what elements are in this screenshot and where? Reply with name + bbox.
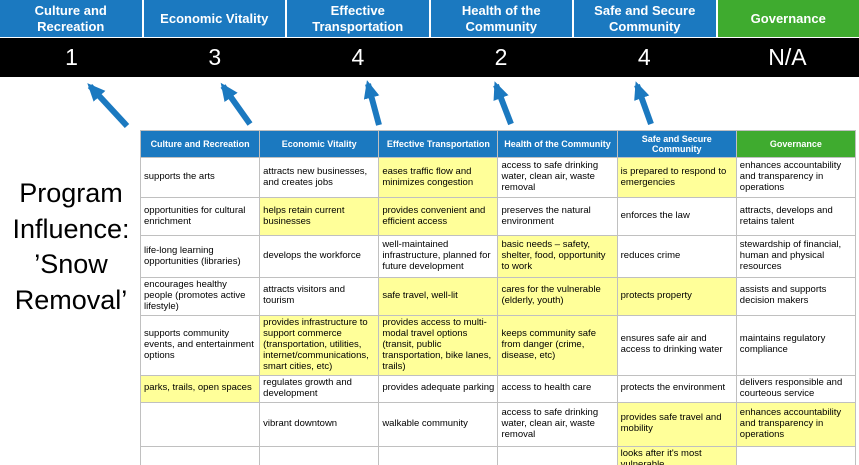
influence-matrix-wrap: Culture and Recreation Economic Vitality… [139, 130, 857, 465]
score-value-transportation: 4 [351, 44, 365, 70]
table-cell: provides access to multi-modal travel op… [378, 314, 499, 376]
table-cell: enhances accountability and transparency… [735, 401, 857, 447]
column-header-culture: Culture and Recreation [139, 130, 261, 158]
table-cell: walkable community [378, 401, 499, 447]
table-row: parks, trails, open spaces regulates gro… [139, 374, 857, 403]
table-cell: access to safe drinking water, clean air… [497, 401, 618, 447]
table-cell: access to health care [497, 374, 618, 403]
table-cell: stewardship of financial, human and phys… [735, 235, 857, 278]
table-cell: parks, trails, open spaces [139, 374, 261, 403]
table-cell: protects property [616, 277, 737, 316]
pillar-header-governance: Governance [717, 0, 859, 37]
table-cell: life-long learning opportunities (librar… [139, 235, 261, 278]
table-cell: provides infrastructure to support comme… [259, 314, 380, 376]
score-value-health: 2 [494, 44, 508, 70]
table-row: looks after it's most vulnerable [139, 445, 857, 465]
table-cell: protects the environment [616, 374, 737, 403]
table-cell: attracts, develops and retains talent [735, 197, 857, 236]
table-cell: provides safe travel and mobility [616, 401, 737, 447]
column-header-economic: Economic Vitality [259, 130, 380, 158]
table-cell [497, 445, 618, 465]
table-cell: enhances accountability and transparency… [735, 157, 857, 198]
table-cell: is prepared to respond to emergencies [616, 157, 737, 198]
table-cell: eases traffic flow and minimizes congest… [378, 157, 499, 198]
pillar-header-transportation: Effective Transportation [287, 0, 429, 37]
score-value-governance: N/A [768, 44, 807, 70]
table-row: life-long learning opportunities (librar… [139, 235, 857, 278]
program-influence-label: Program Influence: ’Snow Removal’ [12, 178, 130, 315]
score-strip: 1 3 4 2 4 N/A [0, 38, 859, 77]
table-cell: attracts visitors and tourism [259, 277, 380, 316]
table-row: supports the arts attracts new businesse… [139, 157, 857, 198]
table-cell: cares for the vulnerable (elderly, youth… [497, 277, 618, 316]
table-cell: helps retain current businesses [259, 197, 380, 236]
up-arrow-icon [220, 82, 253, 126]
table-cell: safe travel, well-lit [378, 277, 499, 316]
table-row: opportunities for cultural enrichment he… [139, 197, 857, 236]
table-cell: preserves the natural environment [497, 197, 618, 236]
table-cell [735, 445, 857, 465]
pillar-header-row: Culture and Recreation Economic Vitality… [0, 0, 859, 37]
table-cell [139, 445, 261, 465]
table-cell: encourages healthy people (promotes acti… [139, 277, 261, 316]
table-cell: attracts new businesses, and creates job… [259, 157, 380, 198]
table-cell: ensures safe air and access to drinking … [616, 314, 737, 376]
table-header-row: Culture and Recreation Economic Vitality… [139, 130, 857, 158]
table-cell: vibrant downtown [259, 401, 380, 447]
table-cell [139, 401, 261, 447]
up-arrow-icon [87, 83, 130, 129]
score-value-safety: 4 [637, 44, 651, 70]
score-value-economic: 3 [208, 44, 222, 70]
pillar-header-economic: Economic Vitality [143, 0, 285, 37]
up-arrow-icon [493, 81, 514, 126]
table-cell: delivers responsible and courteous servi… [735, 374, 857, 403]
table-cell: enforces the law [616, 197, 737, 236]
table-cell: reduces crime [616, 235, 737, 278]
table-cell: keeps community safe from danger (crime,… [497, 314, 618, 376]
pillar-header-health: Health of the Community [430, 0, 572, 37]
column-header-safety: Safe and Secure Community [616, 130, 737, 158]
table-cell [259, 445, 380, 465]
table-row: encourages healthy people (promotes acti… [139, 277, 857, 316]
table-cell: provides adequate parking [378, 374, 499, 403]
table-cell: supports community events, and entertain… [139, 314, 261, 376]
table-row: vibrant downtown walkable community acce… [139, 401, 857, 447]
column-header-transportation: Effective Transportation [378, 130, 499, 158]
pillar-header-safety: Safe and Secure Community [574, 0, 716, 37]
table-cell: opportunities for cultural enrichment [139, 197, 261, 236]
up-arrow-icon [634, 81, 654, 126]
table-row: supports community events, and entertain… [139, 314, 857, 376]
column-header-health: Health of the Community [497, 130, 618, 158]
table-cell: supports the arts [139, 157, 261, 198]
table-cell: maintains regulatory compliance [735, 314, 857, 376]
table-cell: provides convenient and efficient access [378, 197, 499, 236]
table-cell [378, 445, 499, 465]
table-cell: assists and supports decision makers [735, 277, 857, 316]
score-value-culture: 1 [65, 44, 78, 70]
table-cell: regulates growth and development [259, 374, 380, 403]
up-arrow-icon [363, 80, 382, 126]
influence-matrix: Culture and Recreation Economic Vitality… [139, 130, 857, 465]
table-cell: develops the workforce [259, 235, 380, 278]
table-cell: looks after it's most vulnerable [616, 445, 737, 465]
table-cell: access to safe drinking water, clean air… [497, 157, 618, 198]
table-cell: well-maintained infrastructure, planned … [378, 235, 499, 278]
pillar-header-culture: Culture and Recreation [0, 0, 142, 37]
arrows-layer [87, 80, 654, 129]
column-header-governance: Governance [735, 130, 857, 158]
table-cell: basic needs – safety, shelter, food, opp… [497, 235, 618, 278]
